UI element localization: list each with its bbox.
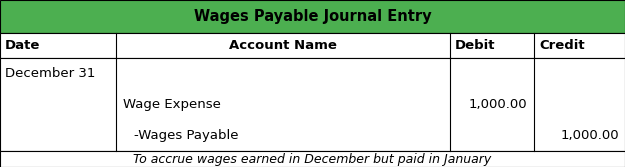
Text: Wage Expense: Wage Expense (123, 98, 221, 111)
Bar (0, 0, 625, 33)
Bar (0, 151, 625, 167)
Text: Credit: Credit (539, 39, 585, 52)
Text: Date: Date (5, 39, 41, 52)
Text: 1,000.00: 1,000.00 (560, 129, 619, 142)
Text: Debit: Debit (455, 39, 496, 52)
Bar (0, 33, 625, 58)
Text: -Wages Payable: -Wages Payable (134, 129, 239, 142)
Text: 1,000.00: 1,000.00 (468, 98, 527, 111)
Text: Account Name: Account Name (229, 39, 337, 52)
Text: Wages Payable Journal Entry: Wages Payable Journal Entry (194, 9, 431, 24)
Text: To accrue wages earned in December but paid in January: To accrue wages earned in December but p… (133, 153, 492, 165)
Bar (0, 58, 625, 151)
Text: December 31: December 31 (5, 67, 96, 80)
